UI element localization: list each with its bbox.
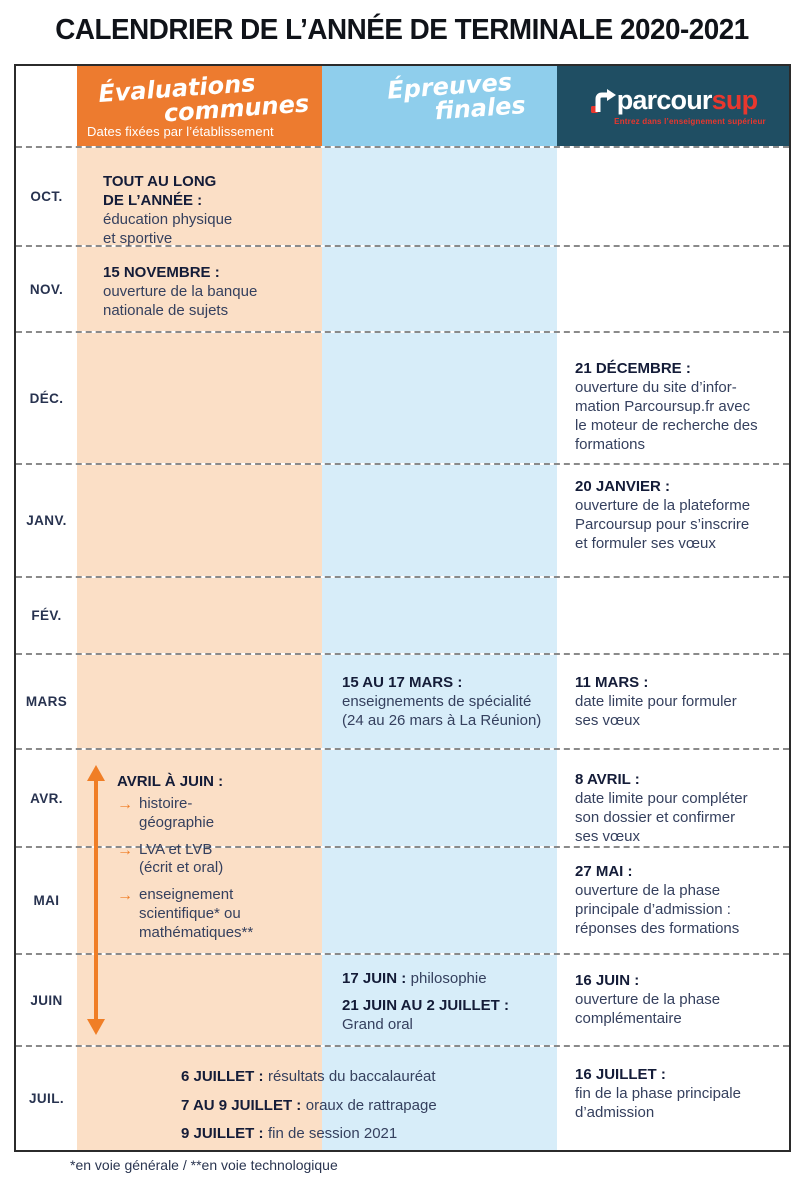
month-label-fev: FÉV. [31, 608, 62, 623]
month-label-juil: JUIL. [28, 1091, 64, 1106]
list-item: → histoire- géographie [117, 795, 215, 831]
row-mai: MAI 27 MAI : ouverture de la phase princ… [16, 848, 789, 955]
evaluations-title: Évaluations communes [97, 69, 311, 128]
month-label-dec: DÉC. [29, 390, 64, 406]
event-mai-parcoursup: 27 MAI : ouverture de la phase principal… [575, 863, 740, 938]
row-juin: JUIN 17 JUIN : philosophie 21 JUIN AU 2 … [16, 955, 789, 1047]
event-oct-evaluations: TOUT AU LONG DE L’ANNÉE : éducation phys… [103, 173, 233, 248]
month-label-avr: AVR. [30, 790, 63, 806]
column-header-evaluations: Évaluations communes Dates fixées par l’… [77, 66, 322, 146]
column-header-epreuves: Épreuves finales [322, 66, 557, 146]
event-janv-parcoursup: 20 JANVIER : ouverture de la plateforme … [575, 478, 751, 553]
row-nov: NOV. 15 NOVEMBRE : ouverture de la banqu… [16, 247, 789, 333]
row-oct: OCT. TOUT AU LONG DE L’ANNÉE : éducation… [16, 148, 789, 247]
event-dec-parcoursup: 21 DÉCEMBRE : ouverture du site d’infor-… [575, 360, 758, 454]
row-mars: MARS 15 AU 17 MARS : enseignements de sp… [16, 655, 789, 750]
list-item: 7 AU 9 JUILLET : oraux de rattrapage [181, 1096, 437, 1114]
event-juin-parcoursup: 16 JUIN : ouverture de la phase compléme… [575, 972, 721, 1028]
event-juil-baccalaureat: 6 JUILLET : résultats du baccalauréat 7 … [181, 1067, 611, 1153]
footnote: *en voie générale / **en voie technologi… [70, 1157, 338, 1173]
parcoursup-arrow-icon [590, 88, 616, 113]
parcoursup-wordmark: parcoursup [616, 85, 758, 115]
column-header-parcoursup: parcoursup Entrez dans l’enseignement su… [557, 66, 789, 146]
list-item: 9 JUILLET : fin de session 2021 [181, 1125, 398, 1142]
event-mars-finales: 15 AU 17 MARS : enseignements de spécial… [342, 674, 542, 730]
row-dec: DÉC. 21 DÉCEMBRE : ouverture du site d’i… [16, 333, 789, 465]
row-janv: JANV. 20 JANVIER : ouverture de la plate… [16, 465, 789, 578]
evaluations-subtitle: Dates fixées par l’établissement [87, 124, 274, 139]
month-label-mai: MAI [33, 893, 60, 908]
list-item: → LVA et LVB (écrit et oral) [117, 840, 224, 877]
row-fev: FÉV. [16, 578, 789, 655]
parcoursup-logo: parcoursup [589, 87, 758, 115]
event-avr-parcoursup: 8 AVRIL : date limite pour compléter son… [575, 771, 748, 846]
arrow-right-icon: → [117, 887, 133, 905]
list-item: → enseignement scientifique* ou mathémat… [117, 886, 254, 941]
page-title: CALENDRIER DE L’ANNÉE DE TERMINALE 2020-… [55, 14, 749, 46]
arrow-right-icon: → [117, 841, 133, 859]
event-avr-juin-evaluations: AVRIL À JUIN : → histoire- géographie → … [117, 772, 317, 950]
epreuves-title: Épreuves finales [386, 67, 527, 126]
event-juin-finales: 17 JUIN : philosophie 21 JUIN AU 2 JUILL… [342, 970, 509, 1033]
arrow-right-icon: → [117, 796, 133, 814]
list-item: 6 JUILLET : résultats du baccalauréat [181, 1068, 436, 1085]
event-nov-evaluations: 15 NOVEMBRE : ouverture de la banque nat… [103, 264, 258, 320]
event-mars-parcoursup: 11 MARS : date limite pour formuler ses … [575, 674, 737, 730]
calendar-table: Évaluations communes Dates fixées par l’… [14, 64, 791, 1152]
month-label-juin: JUIN [30, 992, 63, 1008]
parcoursup-tagline: Entrez dans l’enseignement supérieur [614, 116, 766, 126]
month-label-nov: NOV. [29, 281, 64, 297]
header-month-spacer [16, 66, 77, 146]
event-juil-parcoursup: 16 JUILLET : fin de la phase principale … [575, 1066, 741, 1122]
row-juil: JUIL. 16 JUILLET : fin de la phase princ… [16, 1047, 789, 1150]
row-avr: AVR. AVRIL À JUIN : → histoire- géograph… [16, 750, 789, 941]
month-label-janv: JANV. [26, 513, 67, 528]
month-label-oct: OCT. [30, 189, 63, 204]
month-label-mars: MARS [25, 694, 68, 709]
timeline-arrow-icon [87, 765, 105, 1035]
header-row: Évaluations communes Dates fixées par l’… [16, 66, 789, 148]
